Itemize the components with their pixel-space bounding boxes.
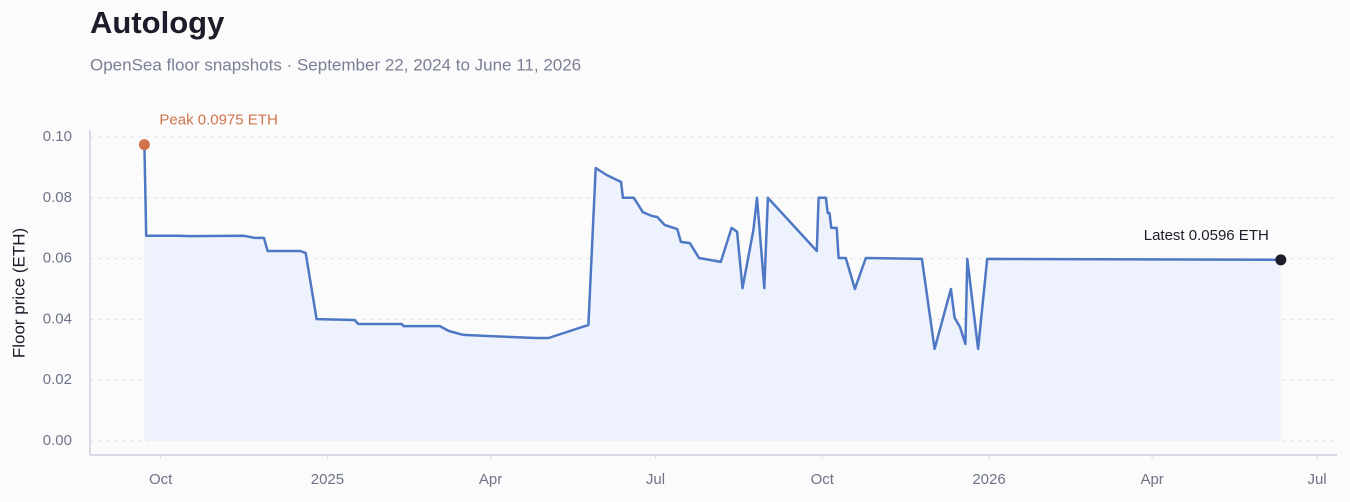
x-tick-label: Oct xyxy=(811,471,835,488)
x-tick-label: 2025 xyxy=(311,471,344,488)
x-tick-label: Apr xyxy=(1140,471,1163,488)
point-marker xyxy=(1275,254,1287,266)
y-tick-label: 0.04 xyxy=(43,310,72,327)
y-axis-label: Floor price (ETH) xyxy=(9,228,28,358)
x-tick-label: Oct xyxy=(149,471,173,488)
x-tick-label: Jul xyxy=(1307,471,1326,488)
chart-title: Autology xyxy=(90,5,225,40)
x-tick-label: Apr xyxy=(479,471,502,488)
y-tick-label: 0.00 xyxy=(43,432,72,449)
annotation: Peak 0.0975 ETH xyxy=(159,112,277,129)
y-tick-label: 0.02 xyxy=(43,371,72,388)
x-tick-label: Jul xyxy=(646,471,665,488)
y-tick-label: 0.06 xyxy=(43,250,72,267)
chart-subtitle: OpenSea floor snapshots · September 22, … xyxy=(90,55,581,74)
y-tick-label: 0.08 xyxy=(43,189,72,206)
area xyxy=(144,144,1281,442)
point-marker xyxy=(138,139,150,151)
y-tick-label: 0.10 xyxy=(43,128,72,145)
annotation: Latest 0.0596 ETH xyxy=(1144,227,1269,244)
x-tick-label: 2026 xyxy=(972,471,1005,488)
line xyxy=(143,144,1281,351)
